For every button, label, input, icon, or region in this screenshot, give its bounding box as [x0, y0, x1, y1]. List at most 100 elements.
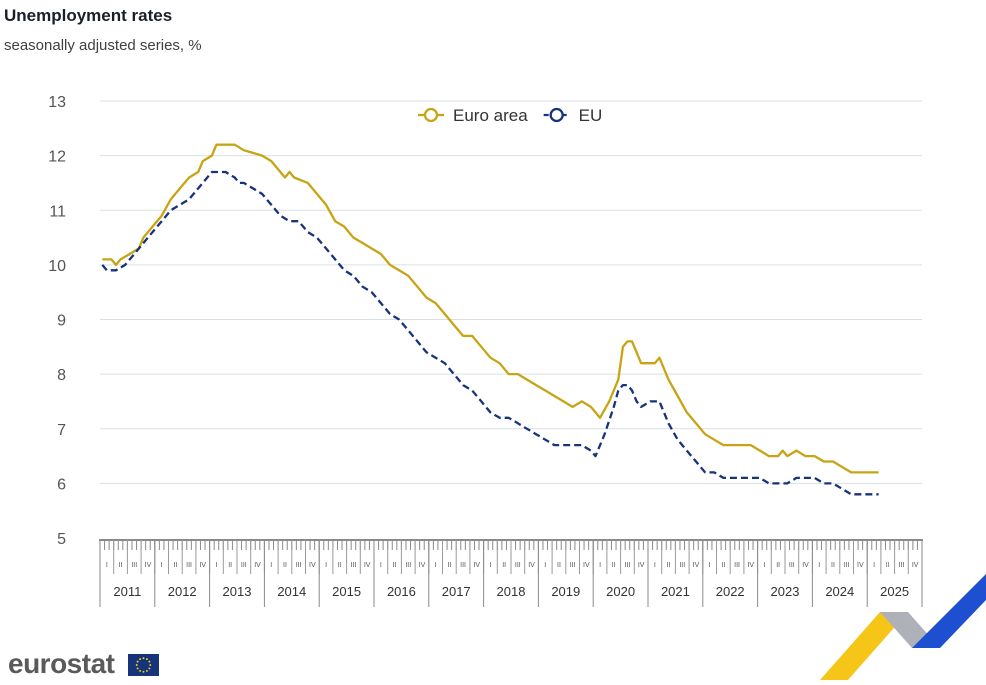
quarter-label: II: [393, 562, 397, 569]
quarter-label: I: [654, 562, 656, 569]
flag-star: [135, 664, 138, 666]
chart-title: Unemployment rates: [4, 6, 173, 25]
flag-star: [139, 669, 142, 672]
y-tick-label: 7: [57, 422, 66, 439]
quarter-label: II: [119, 562, 123, 569]
quarter-label: IV: [145, 562, 152, 569]
quarter-label: III: [789, 562, 795, 569]
year-label: 2016: [387, 584, 416, 599]
quarter-label: IV: [528, 562, 535, 569]
quarter-label: III: [186, 562, 192, 569]
legend-marker: [423, 107, 439, 123]
legend: Euro area EU: [418, 106, 602, 125]
flag-star: [136, 660, 139, 663]
quarter-label: III: [296, 562, 302, 569]
quarter-label: IV: [747, 562, 754, 569]
eu-flag-icon: [128, 654, 159, 676]
quarter-label: II: [721, 562, 725, 569]
quarter-label: III: [899, 562, 905, 569]
quarter-label: III: [351, 562, 357, 569]
year-label: 2013: [223, 584, 252, 599]
year-label: 2011: [113, 584, 141, 599]
year-label: 2012: [168, 584, 197, 599]
year-label: 2022: [716, 584, 745, 599]
quarter-label: IV: [419, 562, 426, 569]
quarter-label: II: [557, 562, 561, 569]
quarter-label: III: [625, 562, 631, 569]
quarter-label: III: [405, 562, 411, 569]
legend-label: Euro area: [453, 106, 528, 125]
flag-star: [145, 658, 148, 661]
y-tick-label: 10: [48, 258, 66, 275]
quarter-label: III: [844, 562, 850, 569]
flag-star: [139, 658, 142, 661]
quarter-label: I: [763, 562, 765, 569]
y-tick-label: 13: [48, 94, 66, 111]
quarter-label: I: [873, 562, 875, 569]
quarter-label: IV: [912, 562, 919, 569]
year-label: 2023: [771, 584, 800, 599]
quarter-label: I: [380, 562, 382, 569]
quarter-label: II: [228, 562, 232, 569]
eurostat-logo: eurostat: [8, 648, 115, 679]
eu-line: [101, 170, 879, 496]
quarter-label: II: [831, 562, 835, 569]
quarter-label: IV: [802, 562, 809, 569]
quarter-label: III: [241, 562, 247, 569]
y-tick-label: 12: [48, 149, 66, 166]
legend-label: EU: [579, 106, 603, 125]
quarter-label: II: [667, 562, 671, 569]
year-label: 2021: [661, 584, 690, 599]
quarter-label: IV: [254, 562, 261, 569]
quarter-label: IV: [693, 562, 700, 569]
flag-star: [149, 664, 152, 666]
quarter-label: IV: [473, 562, 480, 569]
y-tick-label: 8: [57, 367, 66, 384]
y-tick-label: 5: [57, 531, 66, 548]
quarter-label: I: [270, 562, 272, 569]
legend-marker: [549, 107, 564, 123]
quarter-label: III: [734, 562, 740, 569]
year-label: 2014: [277, 584, 306, 599]
quarter-label: IV: [857, 562, 864, 569]
series-lines: [101, 143, 879, 496]
flag-star: [148, 667, 151, 670]
quarter-label: I: [215, 562, 217, 569]
quarter-label: II: [338, 562, 342, 569]
quarter-label: I: [435, 562, 437, 569]
flag-star: [148, 660, 151, 663]
y-axis-ticks: 5 6 7 8 9 10 11 12 13: [48, 94, 66, 548]
quarter-label: I: [106, 562, 108, 569]
year-label: 2020: [606, 584, 635, 599]
quarter-label: I: [599, 562, 601, 569]
quarter-label: II: [173, 562, 177, 569]
quarter-label: III: [679, 562, 685, 569]
quarter-label: II: [886, 562, 890, 569]
decorative-ribbon: [820, 574, 986, 680]
quarter-label: II: [612, 562, 616, 569]
year-label: 2019: [551, 584, 580, 599]
y-tick-label: 9: [57, 313, 66, 330]
quarter-label: II: [776, 562, 780, 569]
quarter-label: III: [570, 562, 576, 569]
quarter-label: II: [283, 562, 287, 569]
quarter-label: IV: [638, 562, 645, 569]
quarter-label: I: [161, 562, 163, 569]
quarter-label: III: [515, 562, 521, 569]
quarter-label: I: [818, 562, 820, 569]
quarter-label: I: [325, 562, 327, 569]
quarter-label: IV: [364, 562, 371, 569]
quarter-label: III: [131, 562, 137, 569]
flag-star: [136, 667, 139, 670]
quarter-label: II: [447, 562, 451, 569]
euro-area-line: [102, 143, 879, 474]
quarter-label: IV: [583, 562, 590, 569]
quarter-label: IV: [309, 562, 316, 569]
year-label: 2025: [880, 584, 909, 599]
quarter-label: I: [709, 562, 711, 569]
chart-subtitle: seasonally adjusted series, %: [4, 37, 202, 54]
flag-star: [142, 670, 145, 673]
quarter-label: IV: [199, 562, 206, 569]
quarter-label: III: [460, 562, 466, 569]
